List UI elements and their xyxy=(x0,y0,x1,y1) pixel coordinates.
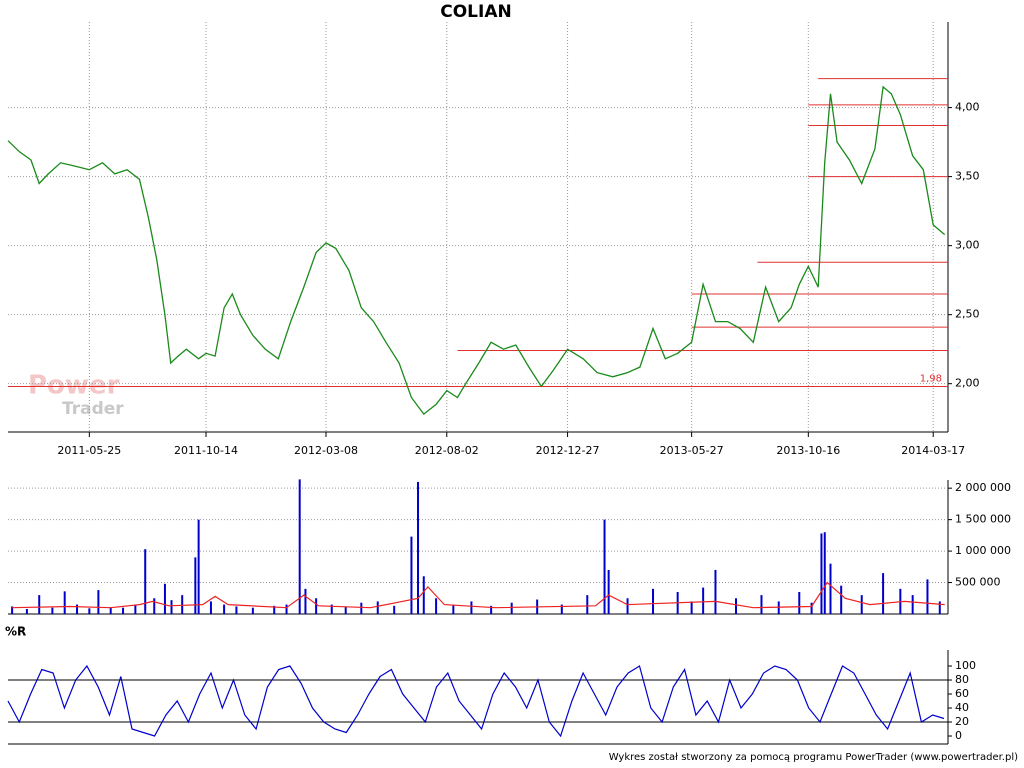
x-tick-label: 2011-05-25 xyxy=(57,444,121,457)
volume-bar xyxy=(197,519,200,614)
volume-bar xyxy=(122,607,125,614)
volume-bar xyxy=(798,591,801,614)
volume-bar xyxy=(304,588,307,614)
volume-bar xyxy=(181,595,184,614)
volume-bar xyxy=(251,607,254,614)
x-tick-label: 2011-10-14 xyxy=(174,444,238,457)
volume-bar xyxy=(51,607,54,614)
volume-bar xyxy=(38,595,41,614)
volume-bar xyxy=(170,600,173,614)
y-tick-label: 20 xyxy=(955,715,969,728)
volume-bar xyxy=(134,604,137,614)
y-tick-label: 1 500 000 xyxy=(955,513,1011,526)
volume-bar xyxy=(88,608,91,614)
y-tick-label: 1 000 000 xyxy=(955,544,1011,557)
volume-bar xyxy=(153,598,156,614)
volume-bar xyxy=(938,601,941,614)
volume-bar xyxy=(223,604,226,614)
volume-bar xyxy=(273,605,276,614)
volume-bar xyxy=(810,602,813,614)
volume-bar xyxy=(926,579,929,614)
volume-bar xyxy=(144,549,147,614)
volume-bar xyxy=(911,595,914,614)
price-line xyxy=(7,85,946,416)
y-tick-label: 0 xyxy=(955,729,962,742)
volume-bar xyxy=(11,606,14,614)
y-tick-label: 80 xyxy=(955,673,969,686)
volume-bar xyxy=(376,601,379,614)
y-tick-label: 500 000 xyxy=(955,576,1001,589)
volume-bar xyxy=(626,598,629,614)
x-tick-label: 2013-10-16 xyxy=(776,444,840,457)
volume-bar xyxy=(760,595,763,614)
volume-bar xyxy=(410,536,413,614)
volume-average xyxy=(12,581,945,609)
volume-bar xyxy=(714,569,717,614)
volume-bar xyxy=(163,583,166,614)
volume-bar xyxy=(470,601,473,614)
volume-bar xyxy=(344,606,347,614)
volume-bar xyxy=(603,519,606,614)
x-tick-label: 2012-08-02 xyxy=(415,444,479,457)
volume-bar xyxy=(417,481,420,614)
volume-bar xyxy=(298,479,301,614)
volume-bar xyxy=(510,602,513,614)
x-tick-label: 2013-05-27 xyxy=(660,444,724,457)
chart-title: COLIAN xyxy=(440,2,511,22)
volume-bar xyxy=(315,598,318,614)
volume-bar xyxy=(735,598,738,614)
volume-bar xyxy=(690,601,693,614)
volume-bar xyxy=(860,595,863,614)
williams-r-line xyxy=(7,664,945,738)
watermark: Power xyxy=(28,371,120,401)
y-tick-label: 40 xyxy=(955,701,969,714)
volume-bar xyxy=(452,604,455,614)
volume-bar xyxy=(882,573,885,614)
volume-bar xyxy=(97,590,100,614)
volume-bar xyxy=(560,604,563,614)
y-tick-label: 2,00 xyxy=(955,377,980,390)
y-tick-label: 4,00 xyxy=(955,101,980,114)
volume-bar xyxy=(820,533,823,614)
volume-bar xyxy=(63,591,66,614)
level-label: 1,98 xyxy=(920,373,942,384)
x-tick-label: 2012-12-27 xyxy=(536,444,600,457)
volume-bar xyxy=(393,605,396,614)
volume-bar xyxy=(109,607,112,614)
y-tick-label: 3,00 xyxy=(955,239,980,252)
volume-bar xyxy=(209,601,212,614)
volume-bar xyxy=(829,563,832,614)
volume-bar xyxy=(586,595,589,614)
volume-bar xyxy=(435,598,438,614)
volume-bar xyxy=(823,532,826,614)
volume-bar xyxy=(360,602,363,614)
y-tick-label: 2 000 000 xyxy=(955,481,1011,494)
volume-bar xyxy=(702,587,705,614)
volume-bar xyxy=(194,557,197,614)
panel-title: %R xyxy=(5,625,26,639)
volume-bar xyxy=(330,604,333,614)
y-tick-label: 2,50 xyxy=(955,308,980,321)
watermark: Trader xyxy=(62,399,124,419)
y-tick-label: 100 xyxy=(955,659,976,672)
volume-bar xyxy=(235,606,238,614)
volume-bar xyxy=(422,576,425,614)
volume-bar xyxy=(285,604,288,614)
y-tick-label: 3,50 xyxy=(955,170,980,183)
volume-bar xyxy=(652,588,655,614)
volume-bar xyxy=(490,605,493,614)
y-tick-label: 60 xyxy=(955,687,969,700)
x-tick-label: 2012-03-08 xyxy=(294,444,358,457)
volume-bar xyxy=(840,585,843,614)
volume-bar xyxy=(76,604,79,614)
x-tick-label: 2014-03-17 xyxy=(901,444,965,457)
footer: Wykres został stworzony za pomocą progra… xyxy=(609,752,1018,763)
volume-bar xyxy=(25,608,28,614)
volume-bar xyxy=(607,569,610,614)
